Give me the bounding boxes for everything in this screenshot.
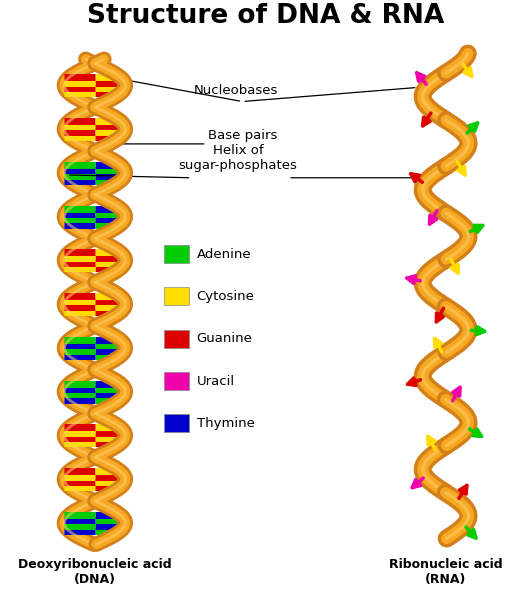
Text: Thymine: Thymine [197,417,254,430]
Text: Guanine: Guanine [197,332,252,345]
Text: Deoxyribonucleic acid
(DNA): Deoxyribonucleic acid (DNA) [18,558,172,586]
FancyBboxPatch shape [163,330,189,348]
Text: Nucleobases: Nucleobases [194,84,278,97]
Text: Ribonucleic acid
(RNA): Ribonucleic acid (RNA) [389,558,502,586]
Text: Structure of DNA & RNA: Structure of DNA & RNA [86,3,444,29]
FancyBboxPatch shape [163,372,189,390]
Text: Base pairs: Base pairs [208,129,278,142]
Text: Adenine: Adenine [197,247,251,260]
FancyBboxPatch shape [163,415,189,432]
Text: Cytosine: Cytosine [197,290,254,303]
Text: Uracil: Uracil [197,375,235,388]
FancyBboxPatch shape [163,245,189,263]
FancyBboxPatch shape [163,287,189,306]
Text: Helix of
sugar-phosphates: Helix of sugar-phosphates [179,144,297,172]
